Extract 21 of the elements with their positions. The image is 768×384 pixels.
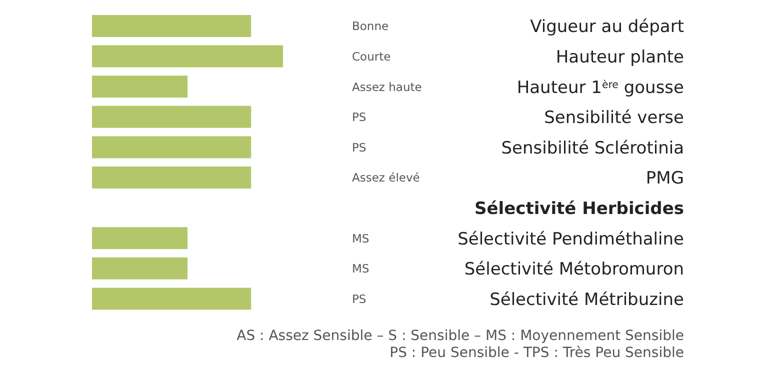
text: MS bbox=[352, 231, 370, 246]
y-tick-label: Hauteur plante bbox=[556, 47, 684, 68]
y-tick-label: Sensibilité Sclérotinia bbox=[501, 138, 684, 158]
y-tick-label: Hauteur 1$^{ère}$ gousse bbox=[516, 78, 684, 98]
y-tick-label: Sélectivité Métribuzine bbox=[490, 290, 684, 310]
y-tick-label: Sélectivité Métobromuron bbox=[464, 260, 684, 280]
text: AS : Assez Sensible – S : Sensible – MS : Moyennement Sensible bbox=[236, 328, 684, 345]
text: PS bbox=[352, 140, 366, 154]
y-tick-label: Sensibilité verse bbox=[544, 108, 684, 128]
y-tick-label: Sélectivité Herbicides bbox=[474, 198, 684, 219]
y-tick-label: Sélectivité Pendiméthaline bbox=[458, 229, 684, 250]
text: Assez haute bbox=[352, 80, 422, 94]
text: Courte bbox=[352, 49, 391, 64]
y-tick-label: Vigueur au départ bbox=[530, 17, 684, 38]
text: PS bbox=[352, 292, 366, 306]
text: PS bbox=[352, 110, 366, 124]
text: Assez élevé bbox=[352, 170, 420, 185]
text: MS bbox=[352, 262, 370, 276]
text: Bonne bbox=[352, 19, 389, 34]
y-tick-label: PMG bbox=[646, 168, 684, 189]
text: PS : Peu Sensible - TPS : Très Peu Sensible bbox=[388, 345, 684, 362]
